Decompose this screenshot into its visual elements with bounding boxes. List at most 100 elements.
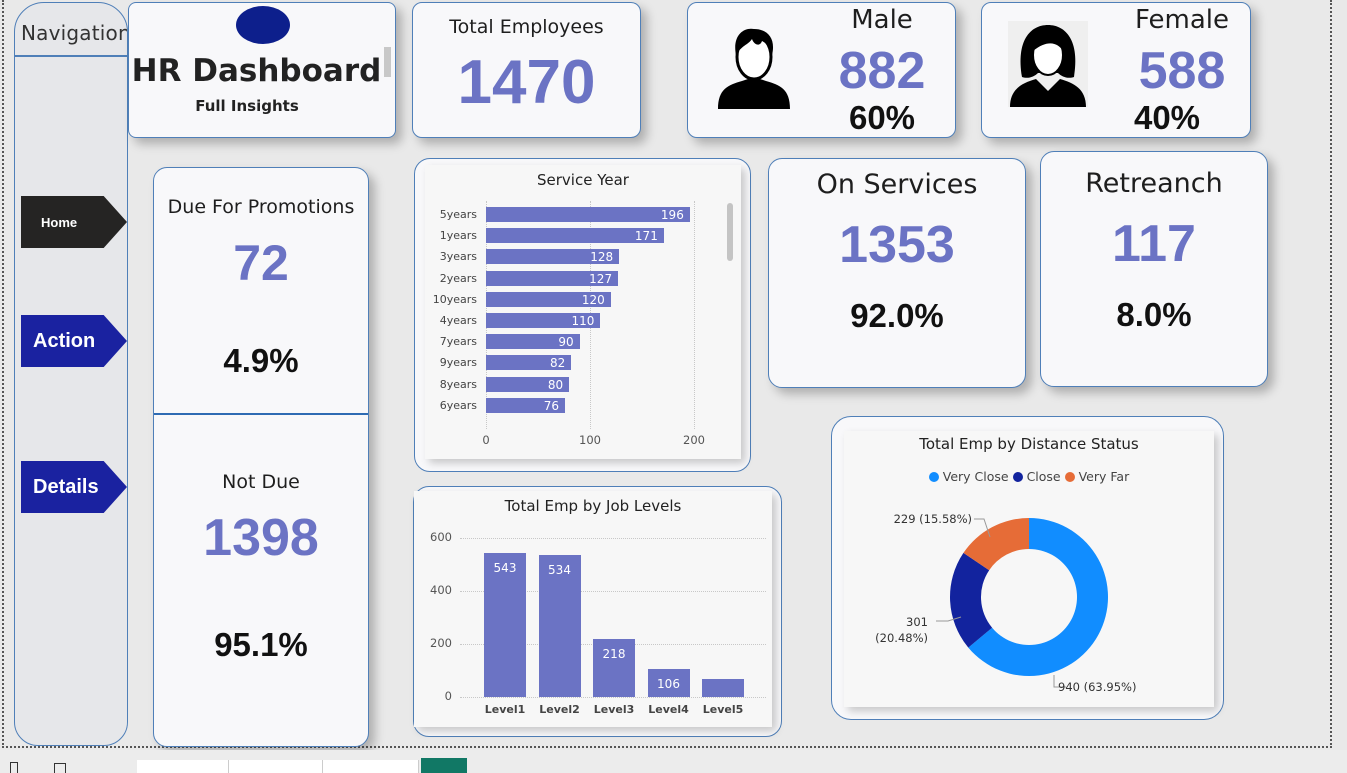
legend-close-label: Close bbox=[1026, 469, 1061, 484]
legend-very-close[interactable]: Very Close bbox=[928, 469, 1009, 484]
donut-data-label: 229 (15.58%) bbox=[894, 512, 972, 526]
retreanch-percentage: 8.0% bbox=[1116, 296, 1192, 333]
details-button[interactable]: Details bbox=[21, 461, 127, 513]
add-page-button[interactable] bbox=[421, 758, 467, 773]
x-category-label: Level4 bbox=[648, 703, 689, 716]
scrollbar-thumb[interactable] bbox=[384, 47, 391, 77]
total-employees-card: Total Employees 1470 bbox=[412, 2, 641, 138]
category-label: 5years bbox=[439, 208, 477, 221]
bar-value-label: 196 bbox=[660, 208, 684, 222]
due-promotions-percentage: 4.9% bbox=[223, 342, 299, 379]
header-card: HR Dashboard Full Insights bbox=[128, 2, 396, 138]
bar-value-label: 128 bbox=[590, 250, 614, 265]
details-button-label: Details bbox=[33, 475, 99, 498]
bar-3years bbox=[486, 249, 620, 265]
on-services-card: On Services 1353 92.0% bbox=[768, 158, 1026, 388]
navigation-panel: Navigation Home Action Details bbox=[14, 2, 128, 746]
promotions-divider bbox=[154, 413, 368, 415]
service-year-scrollbar[interactable] bbox=[727, 203, 733, 261]
category-label: 1years bbox=[439, 229, 477, 243]
x-tick-label: 100 bbox=[579, 433, 601, 447]
page-tab[interactable] bbox=[229, 760, 323, 773]
bar-Level1 bbox=[484, 553, 526, 697]
bar-4years bbox=[486, 313, 601, 328]
legend-very-far[interactable]: Very Far bbox=[1064, 469, 1130, 484]
bar-value-label: 534 bbox=[548, 563, 571, 578]
bar-2years bbox=[486, 270, 619, 286]
legend-very-close-label: Very Close bbox=[942, 469, 1009, 484]
retreanch-card: Retreanch 117 8.0% bbox=[1040, 151, 1268, 387]
bar-value-label: 82 bbox=[549, 356, 566, 371]
bar-value-label: 80 bbox=[547, 377, 564, 392]
male-avatar-icon bbox=[718, 28, 790, 109]
bar-Level3 bbox=[593, 639, 635, 697]
bar-value-label: 90 bbox=[558, 335, 574, 350]
female-card: Female 588 40% bbox=[981, 2, 1251, 138]
donut-data-label: (20.48%) bbox=[875, 631, 928, 645]
bar-8years bbox=[486, 376, 570, 392]
donut-slice-very-far[interactable] bbox=[963, 518, 1029, 571]
bar-value-label: 106 bbox=[657, 676, 680, 691]
not-due-value: 1398 bbox=[203, 509, 319, 567]
category-label: 7years bbox=[439, 335, 477, 349]
donut-slice-close[interactable] bbox=[950, 552, 993, 648]
category-label: 10years bbox=[432, 292, 477, 306]
bar-Level4 bbox=[647, 668, 690, 697]
home-button[interactable]: Home bbox=[21, 196, 127, 248]
page-tab[interactable] bbox=[137, 760, 229, 773]
donut-slice-very-close[interactable] bbox=[968, 518, 1108, 676]
page-nav-icon[interactable] bbox=[10, 762, 18, 773]
distance-status-title: Total Emp by Distance Status bbox=[919, 435, 1139, 453]
category-label: 8years bbox=[439, 377, 477, 391]
bar-value-label: 110 bbox=[571, 314, 595, 328]
grid-line bbox=[694, 201, 695, 429]
bar-6years bbox=[486, 397, 566, 413]
action-button[interactable]: Action bbox=[21, 315, 127, 367]
grid-line bbox=[460, 697, 766, 698]
distance-status-card: Total Emp by Distance Status Very Close … bbox=[831, 416, 1224, 720]
report-canvas bbox=[2, 0, 1332, 748]
dashboard-subtitle: Full Insights bbox=[195, 97, 299, 115]
on-services-percentage: 92.0% bbox=[850, 297, 944, 334]
female-label: Female bbox=[1134, 5, 1229, 35]
on-services-label: On Services bbox=[816, 169, 978, 200]
x-category-label: Level1 bbox=[484, 703, 526, 716]
total-employees-value: 1470 bbox=[457, 48, 596, 117]
page-tab[interactable] bbox=[323, 760, 419, 773]
legend-very-far-label: Very Far bbox=[1078, 469, 1130, 484]
bar-value-label: 218 bbox=[602, 647, 626, 662]
bottom-tab-strip bbox=[0, 750, 1347, 773]
due-promotions-label: Due For Promotions bbox=[167, 196, 355, 218]
female-value: 588 bbox=[1138, 42, 1226, 100]
service-year-title: Service Year bbox=[537, 171, 629, 189]
bar-Level5 bbox=[702, 678, 744, 697]
male-label: Male bbox=[851, 5, 913, 35]
leader-line bbox=[974, 518, 991, 538]
category-label: 9years bbox=[439, 356, 477, 370]
distance-donut: 940 (63.95%) 301 (20.48%) 229 (15.58%) bbox=[875, 512, 1136, 694]
x-tick-label: 0 bbox=[482, 433, 490, 447]
page-view-icon[interactable] bbox=[54, 763, 66, 773]
not-due-percentage: 95.1% bbox=[214, 626, 308, 663]
service-year-plot: 0 100 200 5years 196 1years 171 3years 128 2years… bbox=[425, 165, 741, 459]
promotions-card: Due For Promotions 72 4.9% Not Due 1398 … bbox=[153, 167, 369, 747]
job-levels-title: Total Emp by Job Levels bbox=[504, 497, 682, 515]
category-label: 4years bbox=[439, 314, 477, 327]
male-value: 882 bbox=[838, 42, 926, 100]
y-tick-label: 600 bbox=[430, 530, 452, 544]
y-tick-label: 0 bbox=[444, 689, 452, 703]
bar-value-label: 120 bbox=[581, 292, 605, 307]
leader-line bbox=[936, 616, 962, 622]
legend-dot-icon bbox=[1012, 472, 1023, 482]
donut-data-label: 940 (63.95%) bbox=[1058, 680, 1136, 694]
leader-line bbox=[1053, 675, 1066, 688]
home-button-label: Home bbox=[41, 214, 78, 230]
category-label: 6years bbox=[439, 398, 477, 412]
x-category-label: Level3 bbox=[593, 703, 635, 716]
x-tick-label: 200 bbox=[683, 433, 705, 447]
job-levels-chart: Total Emp by Job Levels 0 200 400 600 543 Lev… bbox=[414, 491, 772, 727]
on-services-value: 1353 bbox=[839, 216, 955, 274]
legend-close[interactable]: Close bbox=[1012, 469, 1061, 484]
job-levels-card: Total Emp by Job Levels 0 200 400 600 543 Lev… bbox=[413, 486, 782, 737]
bar-10years bbox=[486, 291, 611, 307]
